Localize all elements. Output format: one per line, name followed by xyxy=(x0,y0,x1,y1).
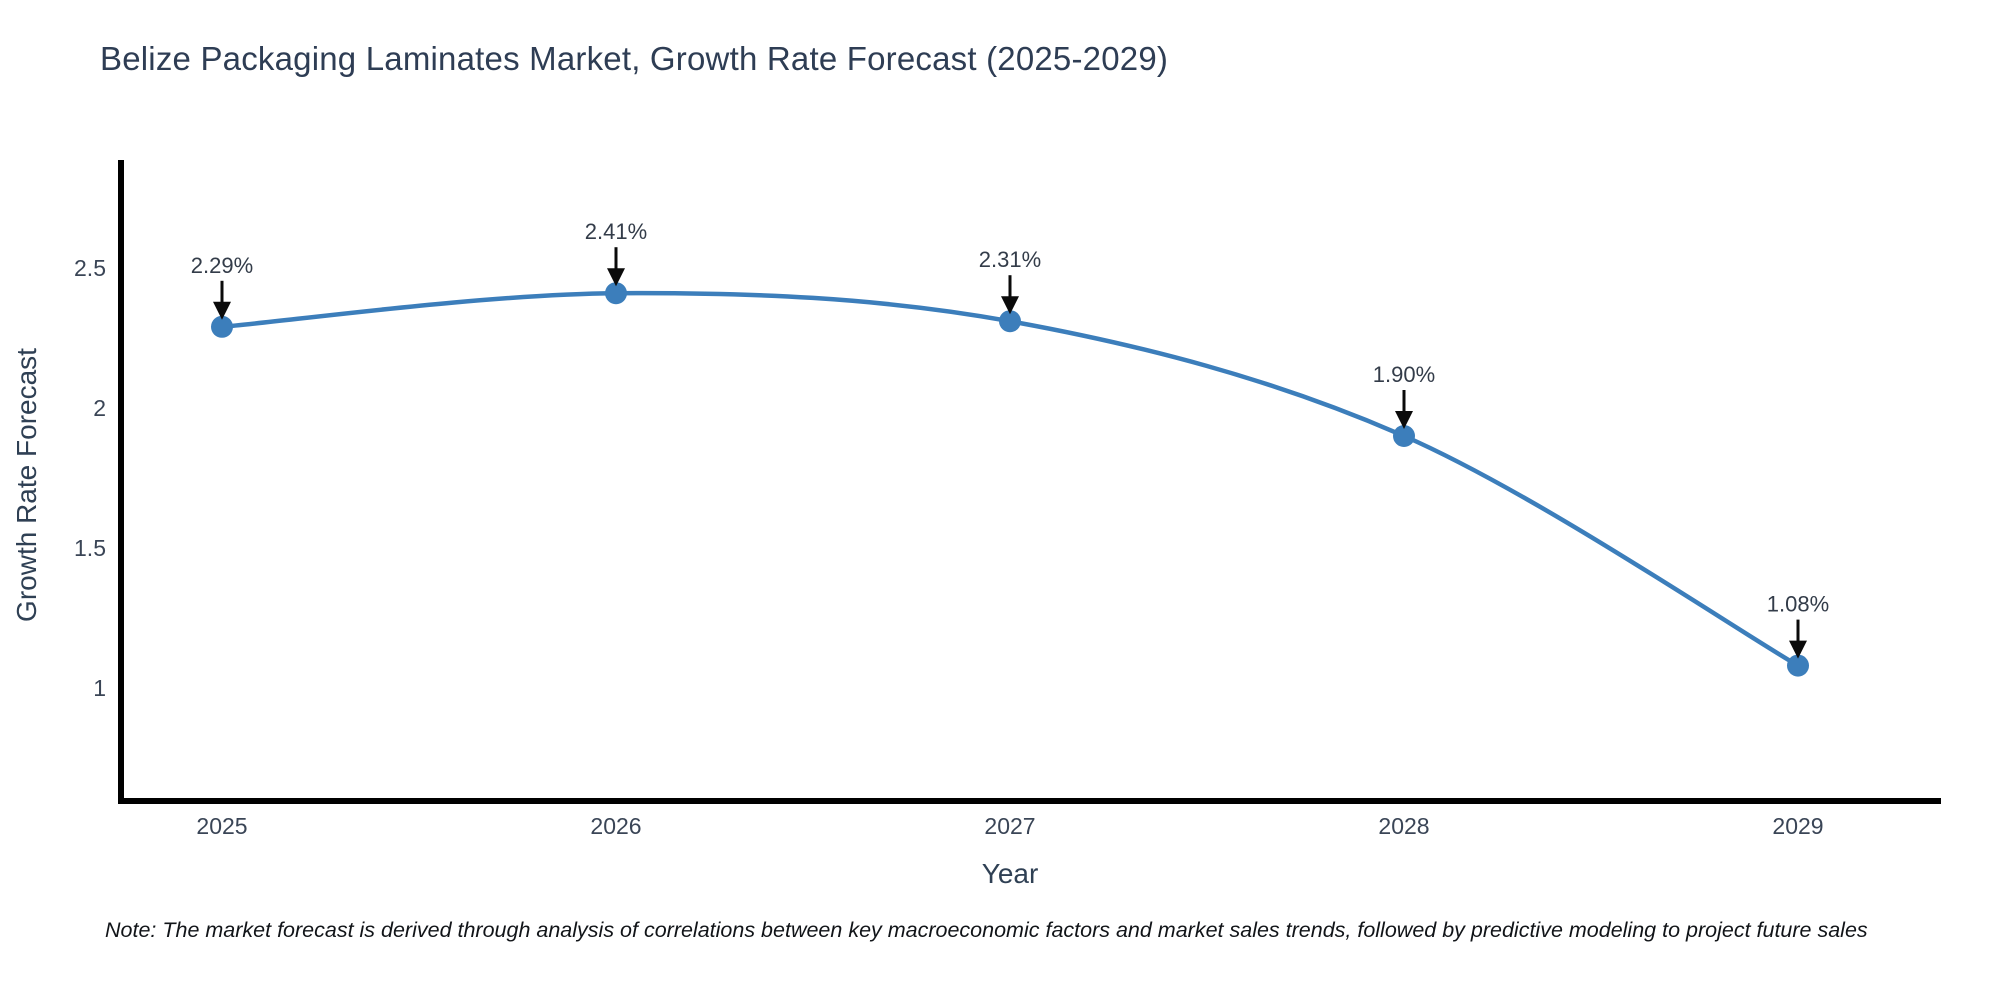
annotation-arrowhead-icon xyxy=(607,268,625,287)
annotation-arrowhead-icon xyxy=(213,301,231,320)
x-tick-label: 2027 xyxy=(984,813,1035,839)
point-value-label: 2.29% xyxy=(191,253,253,278)
x-tick-label: 2029 xyxy=(1772,813,1823,839)
forecast-line-series xyxy=(219,290,1801,668)
data-point[interactable] xyxy=(999,310,1021,333)
axes xyxy=(118,160,1941,804)
data-point[interactable] xyxy=(605,282,627,305)
point-value-label: 1.08% xyxy=(1767,592,1829,617)
annotation-arrowhead-icon xyxy=(1001,296,1019,315)
data-point[interactable] xyxy=(211,315,233,338)
y-tick-label: 1 xyxy=(93,675,106,701)
chart-footnote: Note: The market forecast is derived thr… xyxy=(105,918,1868,942)
x-tick-label: 2026 xyxy=(590,813,641,839)
x-axis-tick-labels: 2025 2026 2027 2028 2029 xyxy=(196,813,1823,839)
annotation-arrowhead-icon xyxy=(1395,411,1413,429)
data-point[interactable] xyxy=(1787,654,1809,677)
y-tick-label: 1.5 xyxy=(74,535,106,561)
x-tick-label: 2025 xyxy=(196,813,247,839)
point-value-label: 1.90% xyxy=(1373,362,1435,387)
point-value-label: 2.41% xyxy=(585,219,647,244)
y-tick-label: 2.5 xyxy=(74,255,106,281)
y-tick-label: 2 xyxy=(93,395,106,421)
point-annotations: 2.29% 2.41% 2.31% 1.90% 1.08% xyxy=(191,219,1829,659)
x-tick-label: 2028 xyxy=(1378,813,1429,839)
data-point[interactable] xyxy=(1393,425,1415,447)
point-value-label: 2.31% xyxy=(979,247,1041,272)
data-point-markers xyxy=(211,282,1809,677)
x-axis-title: Year xyxy=(981,858,1039,889)
chart-title: Belize Packaging Laminates Market, Growt… xyxy=(100,40,1169,77)
y-axis-tick-labels: 2.5 2 1.5 1 xyxy=(74,255,106,701)
annotation-arrowhead-icon xyxy=(1789,640,1807,659)
